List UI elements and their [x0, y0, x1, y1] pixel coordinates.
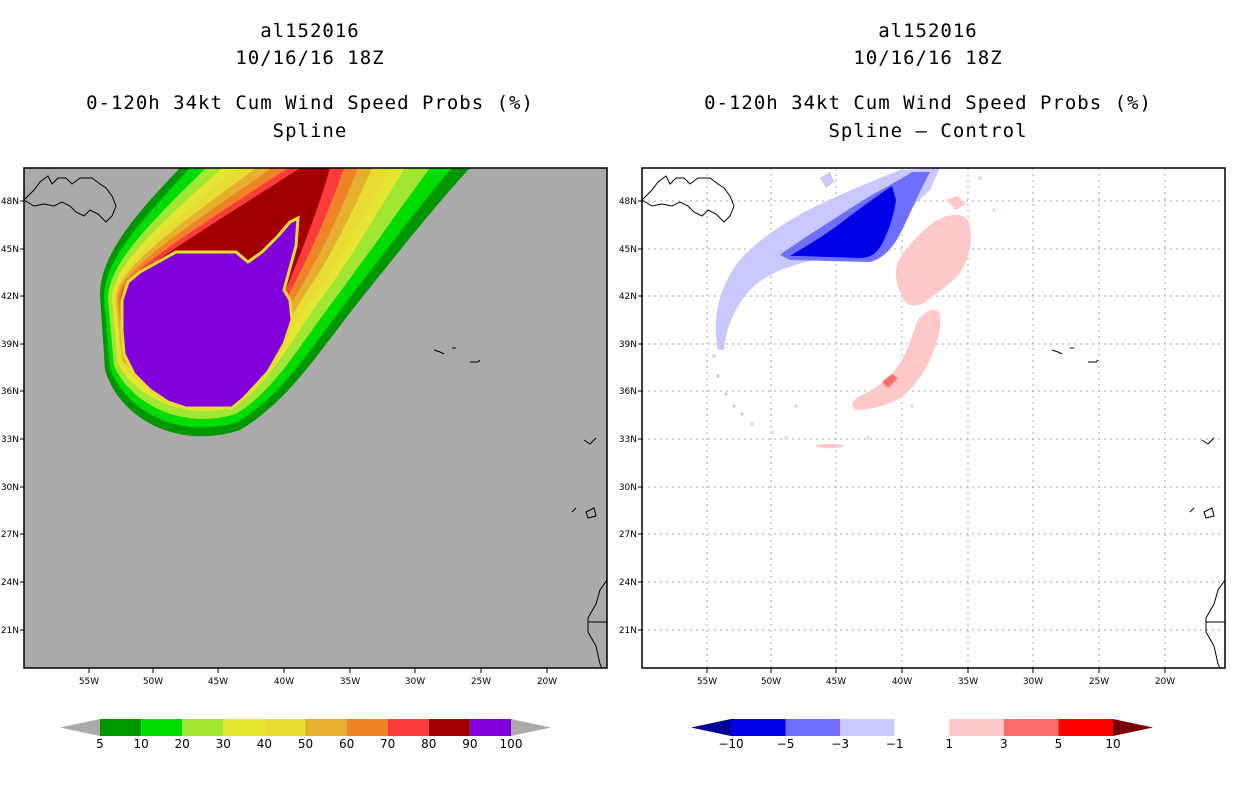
right-lat-label: 39N: [619, 340, 637, 350]
left-map-frame: [23, 167, 608, 669]
left-colorbar-swatch: [305, 719, 347, 736]
right-colorbar-label: −5: [777, 737, 795, 751]
right-product-title: 0-120h 34kt Cum Wind Speed Probs (%): [704, 92, 1152, 114]
left-colorbar-label: 50: [298, 737, 313, 751]
right-lon-label: 55W: [697, 677, 717, 687]
right-colorbar-label: −10: [718, 737, 743, 751]
left-lat-label: 30N: [1, 483, 19, 493]
right-colorbar-swatch: [1058, 719, 1113, 736]
right-coastline: [641, 175, 1226, 669]
right-datetime: 10/16/16 18Z: [853, 47, 1003, 69]
right-colorbar-label: −3: [831, 737, 849, 751]
left-colorbar-label: 60: [339, 737, 354, 751]
left-lon-label: 55W: [79, 677, 99, 687]
right-lat-label: 24N: [619, 578, 637, 588]
left-colorbar-swatch: [469, 719, 511, 736]
left-colorbar-low-arrow: [60, 719, 100, 736]
right-colorbar-swatch: [785, 719, 841, 736]
left-colorbar-swatch: [264, 719, 306, 736]
left-colorbar-swatch: [100, 719, 142, 736]
left-lat-label: 42N: [1, 292, 19, 302]
left-lon-label: 45W: [208, 677, 228, 687]
right-colorbar: −10 −5 −3 −1 1 3 5 10: [691, 719, 1153, 751]
left-lon-label: 20W: [537, 677, 557, 687]
left-colorbar-swatch: [141, 719, 183, 736]
left-lat-label: 27N: [1, 530, 19, 540]
right-lon-label: 40W: [892, 677, 912, 687]
left-lat-label: 48N: [1, 197, 19, 207]
left-colorbar-label: 10: [133, 737, 148, 751]
left-colorbar-swatch: [182, 719, 224, 736]
right-colorbar-swatch: [840, 719, 895, 736]
axis-ticks: 55W 50W 45W 40W 35W 30W 25W 20W 48N 45N 42N 39N 36N 3…: [1, 197, 1175, 687]
left-product-title: 0-120h 34kt Cum Wind Speed Probs (%): [86, 92, 534, 114]
right-colorbar-label: 1: [945, 737, 953, 751]
right-colorbar-label: 10: [1105, 737, 1120, 751]
left-lat-label: 33N: [1, 435, 19, 445]
right-lat-label: 30N: [619, 483, 637, 493]
left-colorbar-high-arrow: [511, 719, 551, 736]
right-lat-label: 33N: [619, 435, 637, 445]
left-map: [23, 167, 608, 669]
left-lon-label: 50W: [143, 677, 163, 687]
left-lat-label: 36N: [1, 387, 19, 397]
left-lon-label: 30W: [405, 677, 425, 687]
right-subtitle: Spline – Control: [828, 120, 1028, 142]
right-lon-label: 20W: [1155, 677, 1175, 687]
left-colorbar-label: 20: [175, 737, 190, 751]
left-colorbar: 5 10 20 30 40 50 60 70 80 90 100: [60, 719, 551, 751]
left-colorbar-label: 40: [257, 737, 272, 751]
right-lat-label: 42N: [619, 292, 637, 302]
right-lat-label: 48N: [619, 197, 637, 207]
left-probability-swath: [100, 168, 470, 437]
right-lat-label: 21N: [619, 626, 637, 636]
left-colorbar-label: 30: [216, 737, 231, 751]
left-lon-label: 35W: [340, 677, 360, 687]
right-colorbar-swatch: [731, 719, 786, 736]
right-colorbar-swatch: [1003, 719, 1059, 736]
left-lat-label: 45N: [1, 245, 19, 255]
right-lat-label: 27N: [619, 530, 637, 540]
left-colorbar-label: 90: [462, 737, 477, 751]
right-map: [641, 167, 1226, 669]
right-colorbar-swatch: [894, 719, 950, 736]
right-storm-id: al152016: [878, 20, 978, 42]
left-colorbar-swatch: [223, 719, 265, 736]
right-lat-label: 45N: [619, 245, 637, 255]
left-storm-id: al152016: [260, 20, 360, 42]
right-lat-label: 36N: [619, 387, 637, 397]
right-colorbar-label: 5: [1055, 737, 1063, 751]
right-lon-label: 35W: [958, 677, 978, 687]
left-colorbar-label: 5: [96, 737, 104, 751]
right-lon-label: 30W: [1023, 677, 1043, 687]
left-colorbar-swatch: [428, 719, 470, 736]
left-colorbar-swatch: [387, 719, 429, 736]
left-lat-label: 39N: [1, 340, 19, 350]
right-difference-field: [712, 168, 996, 449]
right-lon-label: 45W: [826, 677, 846, 687]
left-coastline: [23, 175, 608, 669]
right-colorbar-label: 3: [1000, 737, 1008, 751]
left-lon-label: 25W: [471, 677, 491, 687]
left-lat-label: 21N: [1, 626, 19, 636]
left-colorbar-label: 70: [380, 737, 395, 751]
left-datetime: 10/16/16 18Z: [235, 47, 385, 69]
right-colorbar-label: −1: [886, 737, 904, 751]
right-map-frame: [641, 167, 1226, 669]
right-lon-label: 50W: [761, 677, 781, 687]
right-colorbar-swatch: [949, 719, 1004, 736]
right-colorbar-low-arrow: [691, 719, 731, 736]
left-colorbar-swatch: [346, 719, 388, 736]
right-lon-label: 25W: [1089, 677, 1109, 687]
left-colorbar-label: 100: [500, 737, 523, 751]
left-colorbar-label: 80: [421, 737, 436, 751]
left-lat-label: 24N: [1, 578, 19, 588]
left-subtitle: Spline: [272, 120, 348, 142]
right-gridlines: [642, 168, 1225, 668]
right-colorbar-high-arrow: [1113, 719, 1153, 736]
left-lon-label: 40W: [274, 677, 294, 687]
